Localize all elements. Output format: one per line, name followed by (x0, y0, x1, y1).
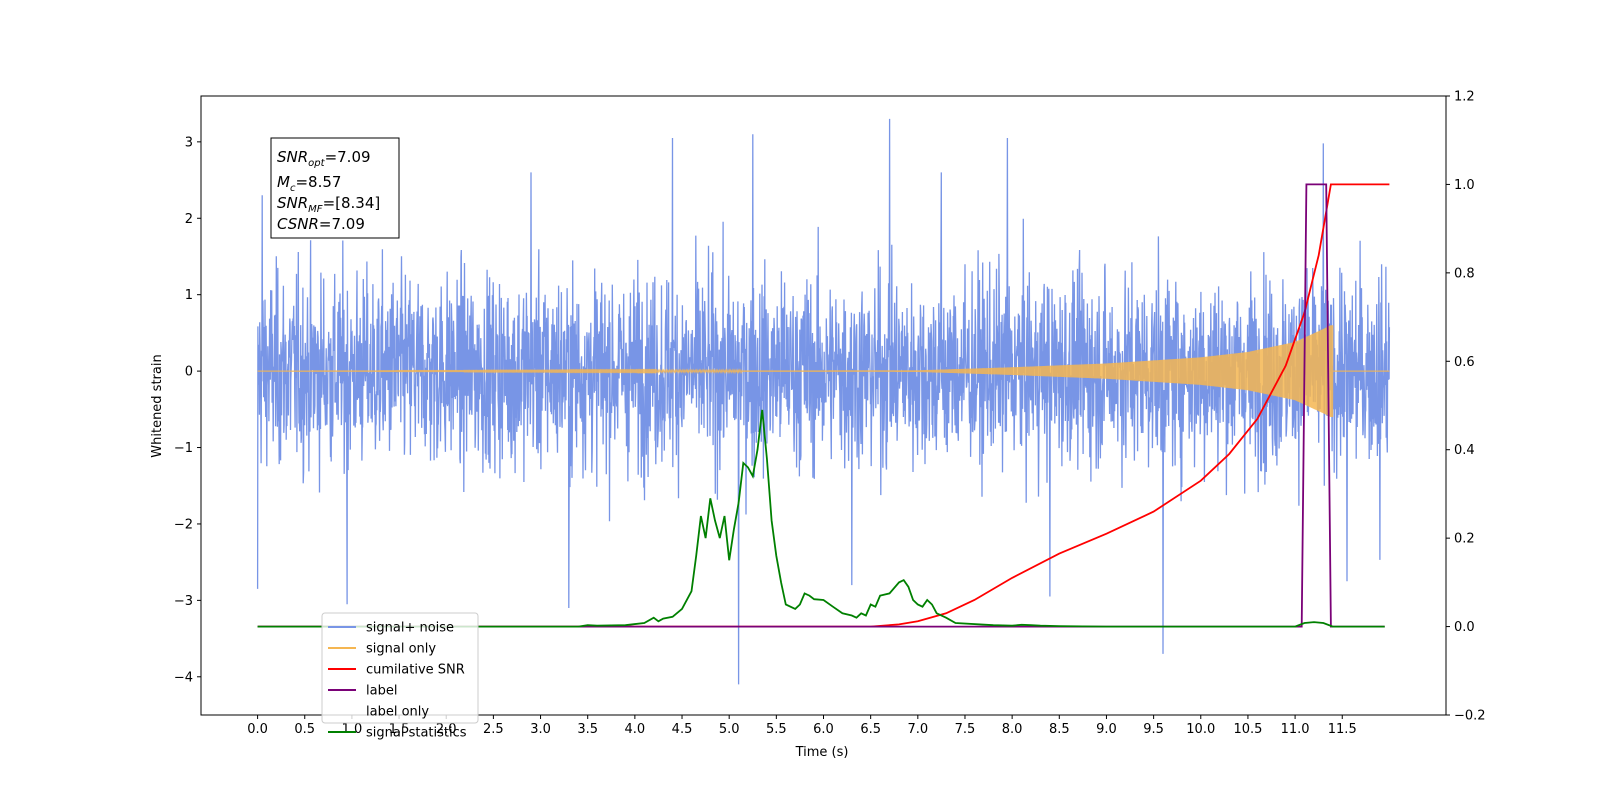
x-tick-label: 9.0 (1096, 722, 1117, 737)
x-tick-label: 11.0 (1281, 722, 1310, 737)
y-tick-label: −1 (174, 441, 193, 456)
x-tick-label: 8.5 (1049, 722, 1070, 737)
annotation-frame (270, 137, 400, 239)
legend-label: signal+ noise (366, 621, 454, 636)
x-tick-label: 4.5 (672, 722, 693, 737)
x-tick-label: 3.5 (577, 722, 598, 737)
plot-layer (256, 118, 1391, 685)
annotation-csnr: CSNR=7.09 (277, 215, 365, 233)
y2-tick-label: 1.2 (1454, 90, 1475, 105)
x-tick-label: 0.5 (294, 722, 315, 737)
series-line-cumilative-snr (257, 183, 1390, 628)
y2-tick-label: 0.4 (1454, 443, 1475, 458)
x-tick-label: 1.5 (389, 722, 410, 737)
axes-layer: 0.0 0.5 1.0 1.5 2.0 2.5 3.0 3.5 4.0 4.5 5.0 5.5 6.0 6… (174, 90, 1486, 738)
annotation-snr-opt: SNRopt=7.09 (277, 148, 371, 169)
legend-label: label only (366, 705, 429, 720)
x-tick-label: 0.0 (247, 722, 268, 737)
y-tick-label: 0 (185, 365, 193, 380)
legend-label: cumilative SNR (366, 663, 465, 678)
x-tick-label: 7.0 (907, 722, 928, 737)
x-tick-label: 9.5 (1143, 722, 1164, 737)
y2-tick-label: 0.0 (1454, 620, 1475, 635)
x-tick-label: 6.5 (860, 722, 881, 737)
y2-tick-label: 0.8 (1454, 266, 1475, 281)
x-tick-label: 6.0 (813, 722, 834, 737)
y2-tick-label: 1.0 (1454, 178, 1475, 193)
x-tick-label: 11.5 (1328, 722, 1357, 737)
legend-label: signal statistics (366, 726, 467, 741)
x-tick-label: 5.0 (719, 722, 740, 737)
series-group (256, 118, 1391, 685)
legend-frame (321, 612, 479, 724)
x-tick-label: 5.5 (766, 722, 787, 737)
x-tick-label: 1.0 (342, 722, 363, 737)
y2-tick-label: −0.2 (1454, 709, 1486, 724)
annotation-box: SNRopt=7.09 Mc=8.57 SNRMF=[8.34] CSNR=7.… (270, 137, 400, 239)
legend-label: signal only (366, 642, 436, 657)
series-line-signal-statistics (257, 409, 1385, 628)
y2-tick-label: 0.2 (1454, 532, 1475, 547)
x-tick-label: 10.0 (1186, 722, 1215, 737)
x-tick-label: 2.0 (436, 722, 457, 737)
legend: signal+ noise signal only cumilative SNR la… (321, 612, 479, 741)
annotation-mc: Mc=8.57 (277, 173, 341, 194)
y-tick-label: −4 (174, 670, 193, 685)
y-tick-label: 3 (185, 135, 193, 150)
y-tick-label: 1 (185, 288, 193, 303)
x-tick-label: 3.0 (530, 722, 551, 737)
y-tick-label: −2 (174, 517, 193, 532)
x-tick-label: 8.0 (1002, 722, 1023, 737)
x-tick-label: 10.5 (1233, 722, 1262, 737)
x-tick-label: 2.5 (483, 722, 504, 737)
legend-entries: signal+ noise signal only cumilative SNR la… (328, 621, 467, 741)
x-axis-label: Time (s) (795, 745, 849, 760)
y-tick-label: −3 (174, 594, 193, 609)
annotation-snr-mf: SNRMF=[8.34] (277, 194, 380, 215)
y-axis-label: Whitened strain (150, 354, 165, 457)
y2-tick-label: 0.6 (1454, 355, 1475, 370)
legend-label: label (366, 684, 397, 699)
x-tick-label: 7.5 (955, 722, 976, 737)
series-line-signal-only (257, 325, 1390, 418)
y-tick-label: 2 (185, 212, 193, 227)
x-tick-label: 4.0 (625, 722, 646, 737)
